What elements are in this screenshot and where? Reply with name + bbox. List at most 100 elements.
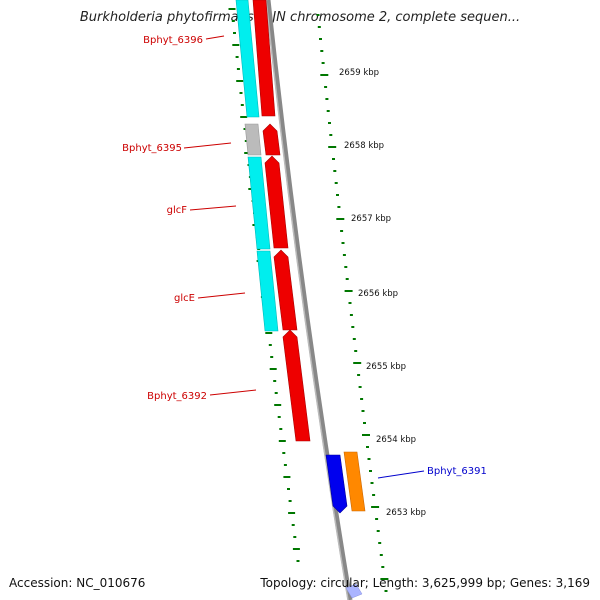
gc-tick xyxy=(283,464,287,466)
scale-label-2658: 2658 kbp xyxy=(344,141,384,151)
gc-tick xyxy=(231,20,235,22)
cds-glcf[interactable] xyxy=(264,155,289,249)
scale-tick xyxy=(333,170,337,172)
gc-tick xyxy=(282,452,286,454)
gc-tick xyxy=(273,380,277,382)
gc-tick xyxy=(240,104,244,106)
cog-bar-bphyt6395[interactable] xyxy=(244,123,262,156)
scale-label-2654: 2654 kbp xyxy=(376,435,416,445)
scale-tick xyxy=(357,374,361,376)
scale-tick xyxy=(328,146,337,148)
gc-tick xyxy=(278,440,286,442)
scale-tick xyxy=(376,530,380,532)
map-title: Burkholderia phytofirmans PsJN chromosom… xyxy=(79,10,521,25)
gc-tick xyxy=(243,128,247,130)
topology-summary: Topology: circular; Length: 3,625,999 bp… xyxy=(260,576,590,590)
gene-label-bphyt6396[interactable]: Bphyt_6396 xyxy=(143,35,203,46)
gc-tick xyxy=(293,536,297,538)
scale-tick xyxy=(375,518,379,520)
scale-tick xyxy=(344,290,353,292)
scale-tick xyxy=(320,74,329,76)
scale-tick xyxy=(351,326,355,328)
scale-tick xyxy=(352,338,356,340)
scale-tick xyxy=(379,554,383,556)
cog-bar-bphyt6391[interactable] xyxy=(343,451,366,512)
scale-tick xyxy=(332,158,335,160)
scale-label-2657: 2657 kbp xyxy=(351,214,391,224)
scale-label-2659: 2659 kbp xyxy=(339,68,379,78)
gene-label-bphyt6395[interactable]: Bphyt_6395 xyxy=(122,143,182,154)
cds-bphyt6395[interactable] xyxy=(262,123,281,156)
scale-tick xyxy=(344,266,348,268)
gc-tick xyxy=(236,68,240,70)
scale-tick xyxy=(358,386,362,388)
gc-tick xyxy=(274,404,282,406)
scale-tick xyxy=(319,38,322,40)
cds-bphyt6396[interactable] xyxy=(252,0,276,117)
gc-tick xyxy=(233,32,236,34)
scale-tick xyxy=(325,98,329,100)
scale-label-2653: 2653 kbp xyxy=(386,508,426,518)
cds-bphyt6392[interactable] xyxy=(282,329,311,442)
scale-tick xyxy=(345,278,349,280)
partial-feature-bottom[interactable] xyxy=(345,583,363,599)
scale-tick xyxy=(361,410,365,412)
gene-label-glcf[interactable]: glcF xyxy=(167,205,188,216)
cds-glce[interactable] xyxy=(273,249,298,331)
scale-tick xyxy=(353,362,362,364)
scale-tick xyxy=(381,566,385,568)
scale-tick xyxy=(367,458,371,460)
cog-bar-glcf[interactable] xyxy=(247,156,271,250)
gc-tick xyxy=(296,560,300,562)
gc-tick xyxy=(270,356,274,358)
backbone-line xyxy=(265,0,353,600)
scale-tick xyxy=(336,218,345,220)
gc-tick xyxy=(288,500,292,502)
leader-bphyt6391 xyxy=(377,470,425,479)
cds-bphyt6391[interactable] xyxy=(325,454,348,514)
gc-tick xyxy=(292,548,300,550)
scale-tick xyxy=(320,50,324,52)
gc-tick xyxy=(265,332,273,334)
gc-tick xyxy=(236,80,244,82)
leader-bphyt6396 xyxy=(205,35,225,40)
gene-label-glce[interactable]: glcE xyxy=(174,293,195,304)
scale-tick xyxy=(316,14,320,16)
scale-label-2656: 2656 kbp xyxy=(358,289,398,299)
scale-tick xyxy=(372,494,376,496)
leader-bphyt6395 xyxy=(183,142,232,149)
cog-bar-glce[interactable] xyxy=(256,250,279,332)
gc-tick xyxy=(239,92,243,94)
gc-skew-ticks-right xyxy=(316,14,389,592)
gc-tick xyxy=(283,476,291,478)
scale-tick xyxy=(369,470,372,472)
scale-tick xyxy=(370,482,374,484)
gene-label-bphyt6392[interactable]: Bphyt_6392 xyxy=(147,391,207,402)
scale-tick xyxy=(378,542,382,544)
scale-tick xyxy=(328,122,331,124)
scale-tick xyxy=(362,434,370,436)
gc-tick xyxy=(277,416,281,418)
scale-tick xyxy=(324,86,328,88)
scale-tick xyxy=(317,26,321,28)
scale-tick xyxy=(354,350,358,352)
scale-tick xyxy=(360,398,364,400)
backbone-highlight xyxy=(265,0,349,600)
gc-tick xyxy=(240,116,248,118)
cog-bar-bphyt6396[interactable] xyxy=(235,0,260,118)
scale-tick xyxy=(371,506,380,508)
scale-tick xyxy=(334,182,338,184)
accession-text: Accession: NC_010676 xyxy=(9,576,146,590)
gc-tick xyxy=(274,392,278,394)
scale-tick xyxy=(321,62,325,64)
leader-bphyt6392 xyxy=(209,389,257,396)
scale-tick xyxy=(336,194,339,196)
scale-tick xyxy=(341,242,345,244)
scale-tick xyxy=(363,422,366,424)
scale-tick xyxy=(380,578,389,580)
gc-tick xyxy=(244,140,248,142)
gene-label-bphyt6391[interactable]: Bphyt_6391 xyxy=(427,466,487,477)
scale-tick xyxy=(348,302,352,304)
gc-tick xyxy=(235,56,239,58)
